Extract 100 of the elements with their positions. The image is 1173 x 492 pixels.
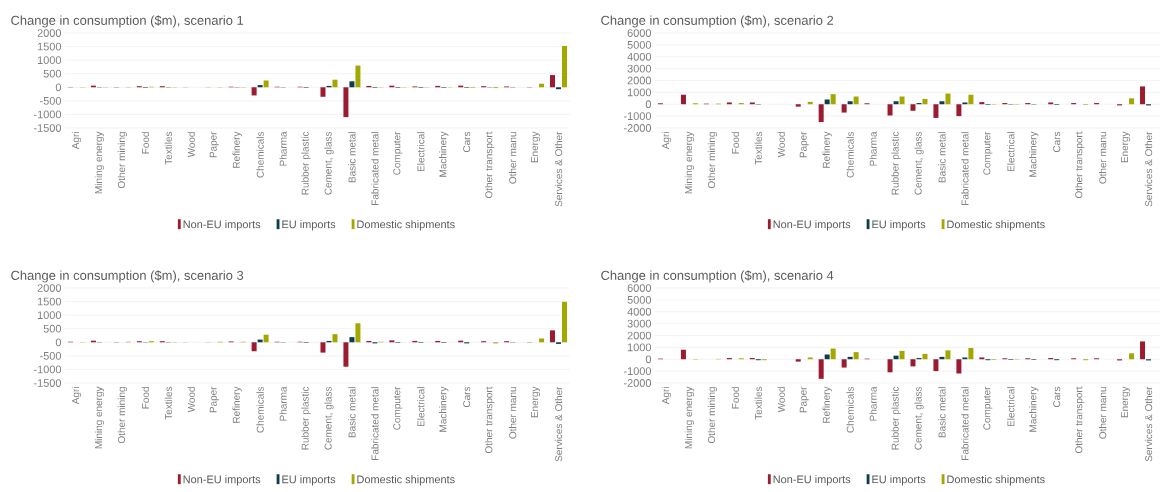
bar [887,359,893,373]
x-tick-label: Services & Other [1144,386,1153,462]
y-tick-label: 2000 [37,29,62,37]
y-tick-label: 5000 [627,41,652,49]
x-tick-label: Computer [393,386,403,430]
x-tick-label: Basic metal [348,132,356,183]
legend-label: EU imports [872,220,926,231]
x-tick-label: Machinery [1029,386,1039,432]
legend-label: Domestic shipments [357,220,455,231]
x-tick-label: Cars [1053,131,1061,153]
bar [320,342,326,353]
bar [1140,86,1146,105]
bar [899,96,905,105]
x-tick-label: Mining energy [684,131,695,194]
x-tick-label: Other mining [117,387,128,444]
x-tick-label: Other manu [508,132,517,184]
x-tick-label: Food [731,132,739,154]
x-tick-label: Mining energy [94,131,105,194]
bar [263,80,269,88]
x-tick-label: Textiles [754,131,762,165]
bar [945,93,951,105]
bar [968,347,974,360]
bar [933,359,939,372]
bar [893,101,899,105]
x-tick-label: Chemicals [846,131,854,178]
y-tick-label: 0 [645,100,652,109]
bar [550,75,556,88]
y-tick-label: 1000 [627,88,652,97]
bar [349,337,355,343]
y-tick-label: -1000 [623,112,652,120]
bar [349,81,355,88]
bar [795,359,801,362]
y-tick-label: -2000 [623,379,652,387]
x-tick-label: Services & Other [1144,131,1153,207]
bar [550,330,556,343]
x-tick-label: Electrical [1007,387,1015,427]
x-tick-label: Agri [661,387,672,405]
x-tick-label: Mining energy [94,386,105,449]
y-tick-label: 1000 [37,56,62,65]
x-tick-label: Cement, glass [914,131,924,195]
bar [899,350,905,360]
x-tick-label: Refinery [232,131,242,168]
bar [332,334,338,343]
bar [853,352,859,360]
chart-title: Change in consumption ($m), scenario 3 [11,270,244,283]
x-tick-label: Energy [1121,131,1131,163]
x-tick-label: Textiles [164,386,172,420]
y-tick-label: 6000 [627,284,652,292]
y-tick-label: 6000 [627,29,652,37]
x-tick-label: Other transport [1075,386,1085,454]
bar [320,87,326,97]
legend-label: Non-EU imports [183,475,261,486]
bar [355,323,361,343]
x-tick-label: Mining energy [684,386,695,449]
x-tick-label: Other transport [1075,131,1085,199]
legend-label: Non-EU imports [773,475,851,486]
x-tick-label: Food [141,132,149,154]
x-tick-label: Wood [777,132,785,158]
y-tick-label: -1500 [33,124,62,132]
x-tick-label: Other mining [117,132,128,189]
y-tick-label: -500 [40,96,62,105]
bar [956,359,962,374]
x-tick-label: Rubber plastic [301,131,311,195]
y-tick-label: 3000 [627,64,652,73]
x-tick-label: Refinery [822,386,832,423]
bar [355,65,361,88]
bar [251,87,257,96]
x-tick-label: Fabricated metal [961,387,969,460]
x-tick-label: Electrical [1007,132,1015,172]
x-tick-label: Basic metal [938,132,946,183]
bar [1140,341,1146,360]
y-tick-label: 2000 [627,76,652,85]
y-tick-label: 4000 [627,52,652,61]
x-tick-label: Fabricated metal [961,132,969,205]
bar [1129,98,1135,105]
y-tick-label: 2000 [37,284,62,292]
legend-label: Domestic shipments [947,475,1045,486]
bar [853,96,859,105]
x-tick-label: Cars [1053,386,1061,408]
x-tick-label: Cars [463,386,471,408]
x-tick-label: Cars [463,131,471,153]
y-tick-label: 1500 [37,297,62,306]
y-tick-label: -500 [40,351,62,360]
x-tick-label: Fabricated metal [371,387,379,460]
bar [562,301,568,343]
bar [343,342,349,367]
x-tick-label: Chemicals [846,386,854,433]
y-tick-label: 500 [43,324,62,333]
bar [945,350,951,360]
bar [680,94,686,105]
y-tick-label: 500 [43,69,62,78]
bar [910,104,916,111]
x-tick-label: Energy [531,386,541,418]
x-tick-label: Computer [983,386,993,430]
x-tick-label: Basic metal [938,387,946,438]
bar [332,79,338,88]
bar [830,348,836,360]
y-tick-label: -1000 [33,365,62,374]
legend-label: EU imports [282,220,336,231]
x-tick-label: Energy [1121,386,1131,418]
